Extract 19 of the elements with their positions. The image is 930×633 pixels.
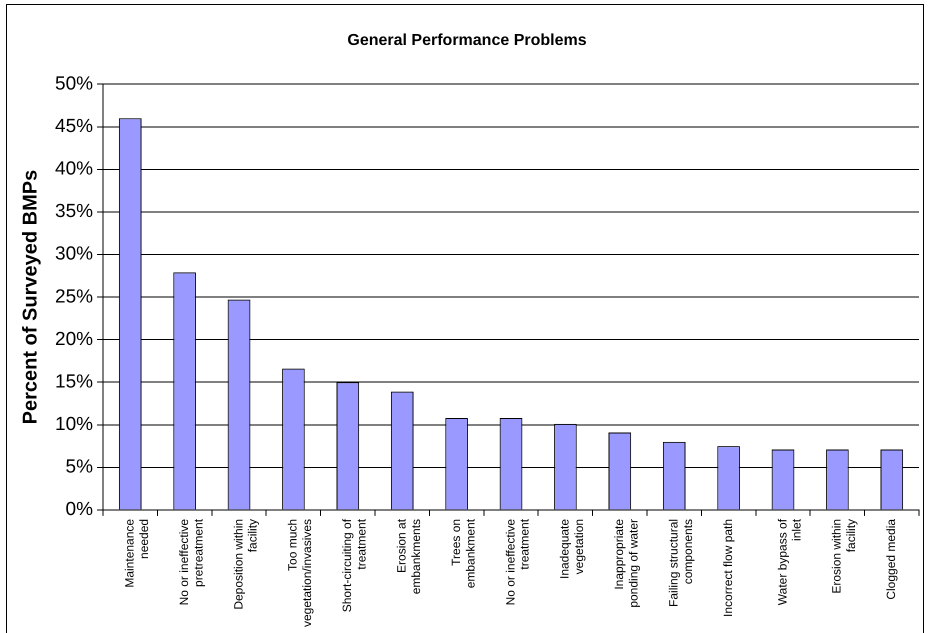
y-tick-label: 15% bbox=[54, 371, 94, 392]
y-tick-label: 25% bbox=[54, 286, 94, 308]
y-tick-label: 40% bbox=[54, 158, 94, 180]
chart-title: General Performance Problems bbox=[347, 32, 587, 50]
y-tick-label: 5% bbox=[66, 456, 94, 478]
y-tick-label: 35% bbox=[54, 201, 94, 222]
x-tick-label: Clogged media bbox=[884, 518, 898, 600]
x-tick-label: Incorrect flow path bbox=[720, 518, 735, 617]
y-tick-label: 0% bbox=[66, 499, 94, 520]
x-tick-label: Deposition within facility bbox=[231, 518, 260, 610]
y-tick-label: 20% bbox=[54, 328, 94, 350]
x-tick-label: Erosion within facility bbox=[830, 518, 858, 594]
x-tick-label: Water bypass of inlet bbox=[775, 518, 804, 606]
x-tick-label: Maintenance needed bbox=[122, 518, 151, 588]
y-tick-label: 30% bbox=[54, 244, 94, 265]
y-axis-title: Percent of Surveyed BMPs bbox=[20, 170, 42, 424]
y-tick-label: 10% bbox=[54, 414, 94, 436]
y-tick-label: 50% bbox=[54, 73, 94, 94]
y-tick-label: 45% bbox=[54, 116, 94, 138]
